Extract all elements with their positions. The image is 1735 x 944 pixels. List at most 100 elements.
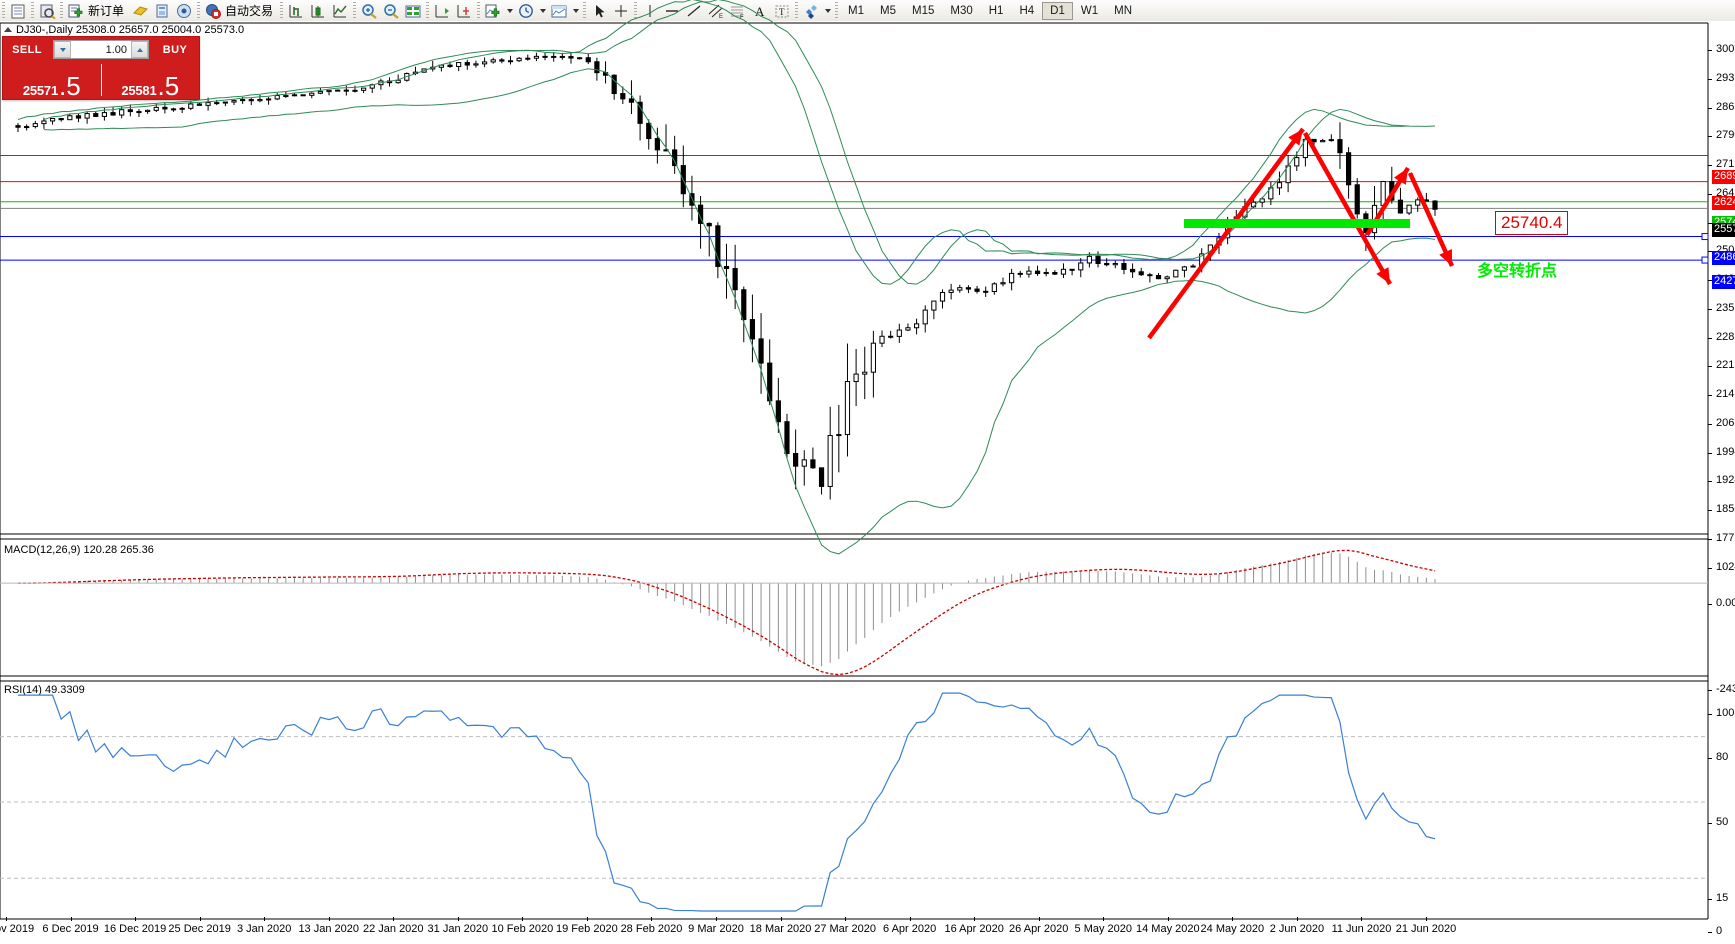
rsi-tick-mark bbox=[1708, 714, 1712, 715]
time-tick-label: 6 Apr 2020 bbox=[883, 923, 937, 935]
time-tick-mark bbox=[1232, 917, 1234, 921]
time-tick-mark bbox=[1426, 917, 1427, 921]
strategy-tester-icon[interactable] bbox=[151, 1, 173, 20]
last-price-tag[interactable]: 25573.0 bbox=[1712, 222, 1735, 237]
price-tick-mark bbox=[1708, 452, 1712, 454]
time-tick-label: 22 Jan 2020 bbox=[362, 923, 424, 935]
timeframe-m1[interactable]: M1 bbox=[848, 4, 865, 17]
price-tick-mark bbox=[1708, 136, 1712, 138]
candlestick-chart-icon[interactable] bbox=[307, 1, 329, 20]
rsi-tick-label: 100 bbox=[1716, 707, 1735, 719]
shapes-icon[interactable] bbox=[800, 1, 822, 20]
macd-tick-label: 1024.52 bbox=[1716, 561, 1735, 573]
cursor-icon[interactable] bbox=[588, 1, 610, 20]
time-tick-mark bbox=[457, 917, 459, 921]
time-tick-label: 25 Dec 2019 bbox=[168, 923, 231, 935]
zoom-out-icon[interactable] bbox=[380, 1, 402, 20]
time-tick-label: 19 Feb 2020 bbox=[556, 923, 618, 935]
buy-price[interactable]: 25581.5 bbox=[121, 70, 180, 101]
time-tick-label: 31 Jan 2020 bbox=[427, 923, 489, 935]
time-tick-label: 16 Apr 2020 bbox=[944, 923, 1004, 935]
target-zone-band bbox=[1184, 218, 1410, 228]
timeframe-m30[interactable]: M30 bbox=[950, 4, 973, 17]
toolbar-separator bbox=[58, 1, 65, 20]
timeframe-h1[interactable]: H1 bbox=[988, 4, 1004, 17]
support-tag-1[interactable]: 24865.5 bbox=[1712, 251, 1735, 266]
timeframe-m15[interactable]: M15 bbox=[912, 4, 935, 17]
shapes-dropdown-caret[interactable] bbox=[822, 1, 833, 20]
new-order-label[interactable]: 新订单 bbox=[88, 4, 125, 18]
line-chart-icon[interactable] bbox=[329, 1, 351, 20]
time-tick-mark bbox=[199, 917, 201, 921]
timeframe-w1[interactable]: W1 bbox=[1080, 4, 1099, 17]
rsi-tick-mark bbox=[1708, 823, 1712, 824]
data-grid-icon[interactable] bbox=[402, 1, 424, 20]
text-label-icon[interactable]: T bbox=[771, 1, 793, 20]
timeframe-d1[interactable]: D1 bbox=[1042, 1, 1073, 20]
volume-increase-button[interactable] bbox=[131, 41, 148, 58]
time-tick-label: 7 Nov 2019 bbox=[0, 923, 35, 935]
expert-advisors-icon[interactable] bbox=[129, 1, 151, 20]
new-order-icon[interactable] bbox=[65, 1, 87, 20]
time-tick-label: 26 Apr 2020 bbox=[1009, 923, 1069, 935]
resistance-tag-1[interactable]: 26899.7 bbox=[1712, 170, 1735, 185]
market-watch-icon[interactable] bbox=[7, 1, 29, 20]
timeframe-h4[interactable]: H4 bbox=[1019, 4, 1035, 17]
price-tick-mark bbox=[1708, 251, 1712, 253]
vertical-line-icon[interactable] bbox=[639, 1, 661, 20]
data-window-icon[interactable] bbox=[36, 1, 58, 20]
volume-decrease-button[interactable] bbox=[54, 41, 71, 58]
templates-dropdown-caret[interactable] bbox=[570, 1, 581, 20]
buy-button[interactable]: BUY bbox=[162, 43, 188, 56]
indicators-dropdown-caret[interactable] bbox=[504, 1, 515, 20]
period-dropdown-caret[interactable] bbox=[537, 1, 548, 20]
period-clock-icon[interactable] bbox=[515, 1, 537, 20]
new-order-button[interactable]: 新订单 bbox=[65, 1, 129, 20]
support-tag-2[interactable]: 24275.0 bbox=[1712, 274, 1735, 289]
horizontal-line-icon[interactable] bbox=[661, 1, 683, 20]
rsi-tick-mark bbox=[1708, 899, 1712, 901]
chart-shift-icon[interactable] bbox=[431, 1, 453, 20]
navigator-icon[interactable] bbox=[173, 1, 195, 20]
time-tick-label: 14 May 2020 bbox=[1136, 923, 1200, 935]
collapse-triangle-icon[interactable] bbox=[4, 27, 12, 32]
bar-chart-icon[interactable] bbox=[285, 1, 307, 20]
indicators-button[interactable] bbox=[482, 1, 515, 20]
templates-button[interactable] bbox=[548, 1, 581, 20]
trendline-icon[interactable] bbox=[683, 1, 705, 20]
volume-value[interactable]: 1.00 bbox=[105, 43, 127, 56]
autotrading-label[interactable]: 自动交易 bbox=[225, 4, 274, 18]
rsi-tick-label: 50 bbox=[1716, 816, 1729, 828]
autotrading-button[interactable]: 自动交易 bbox=[202, 1, 278, 20]
crosshair-icon[interactable] bbox=[610, 1, 632, 20]
timeframe-m5[interactable]: M5 bbox=[880, 4, 896, 17]
time-tick-label: 9 Mar 2020 bbox=[688, 923, 744, 935]
sell-button[interactable]: SELL bbox=[12, 43, 42, 56]
text-icon[interactable]: A bbox=[749, 1, 771, 20]
time-tick-label: 11 Jun 2020 bbox=[1331, 923, 1392, 935]
auto-scroll-icon[interactable] bbox=[453, 1, 475, 20]
timeframe-mn[interactable]: MN bbox=[1114, 4, 1132, 17]
templates-icon[interactable] bbox=[548, 1, 570, 20]
price-tick-mark bbox=[1708, 107, 1712, 109]
main-toolbar: 新订单 自动交易 E F A T M1 M5 M15 M30 H1 H4 D1 W1 MN bbox=[0, 0, 1735, 22]
sell-price[interactable]: 25571.5 bbox=[22, 70, 81, 101]
price-tick-mark bbox=[1708, 481, 1712, 483]
volume-stepper[interactable]: 1.00 bbox=[53, 40, 149, 59]
equidistant-channel-icon[interactable]: E bbox=[705, 1, 727, 20]
toolbar-separator bbox=[475, 1, 482, 20]
period-button[interactable] bbox=[515, 1, 548, 20]
zoom-in-icon[interactable] bbox=[358, 1, 380, 20]
resistance-tag-2[interactable]: 26243.5 bbox=[1712, 196, 1735, 211]
price-tick-mark bbox=[1708, 78, 1712, 80]
price-tick-label: 23583.0 bbox=[1716, 301, 1735, 314]
indicators-icon[interactable] bbox=[482, 1, 504, 20]
autotrading-icon[interactable] bbox=[202, 1, 224, 20]
rsi-tick-mark bbox=[1708, 932, 1712, 933]
time-tick-mark bbox=[6, 917, 7, 921]
one-click-trading-panel[interactable]: SELL 1.00 BUY 25571.5 25581.5 bbox=[2, 36, 200, 100]
toolbar-separator bbox=[29, 1, 36, 20]
shapes-button[interactable] bbox=[800, 1, 833, 20]
